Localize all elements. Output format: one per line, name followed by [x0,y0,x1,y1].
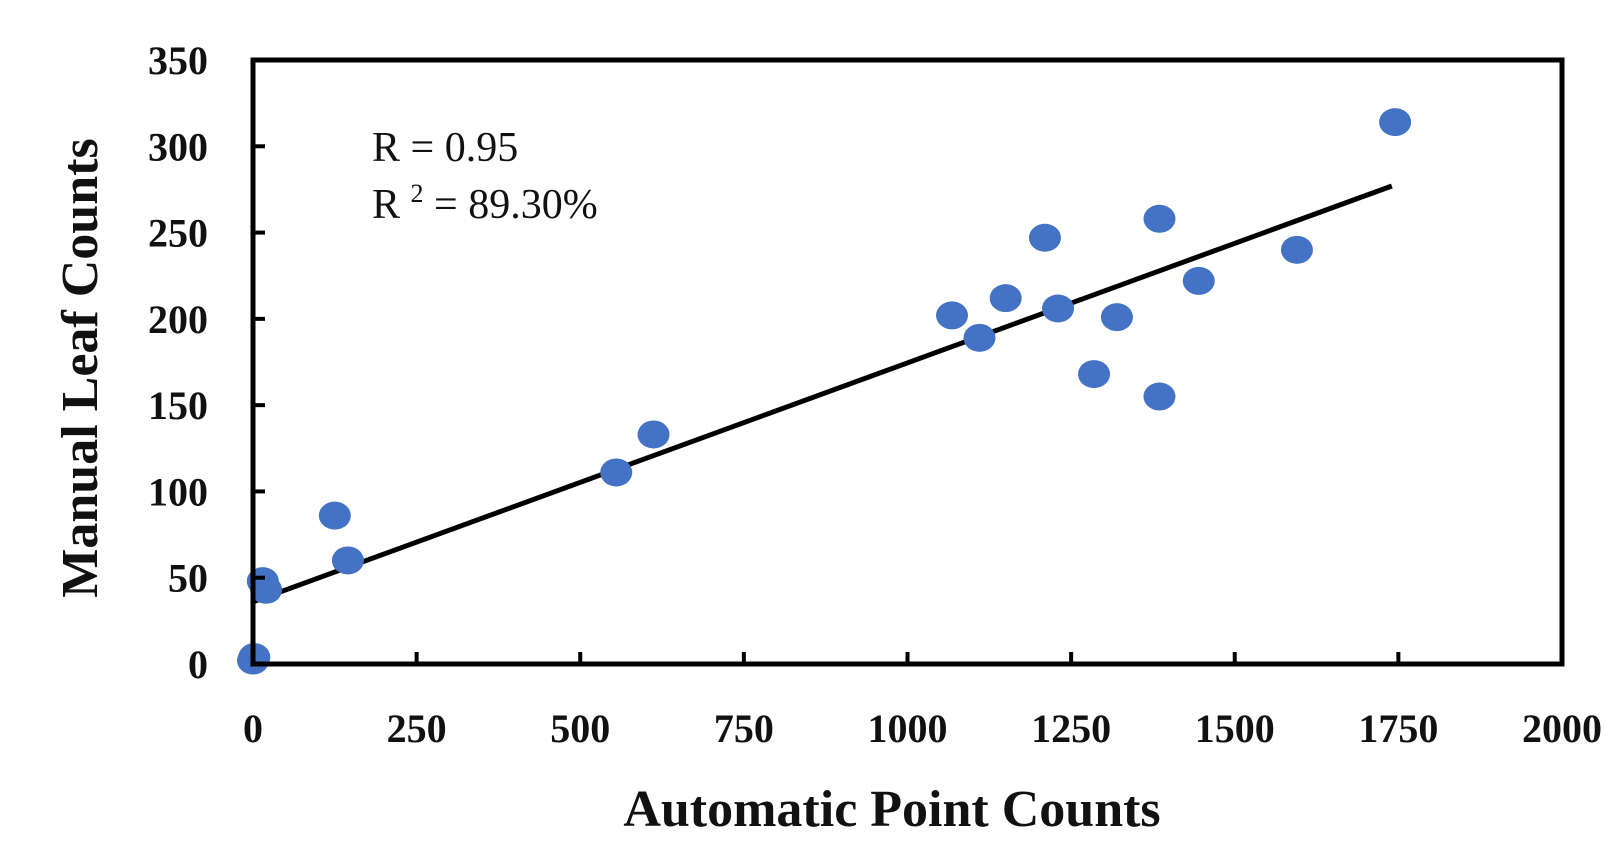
data-point [637,420,670,449]
r2-annotation: R 2 = 89.30% [372,166,598,228]
x-axis-title: Automatic Point Counts [623,781,1160,838]
data-point [1028,223,1061,252]
data-point [1078,360,1111,389]
regression-line [252,183,1393,605]
data-point [318,501,351,530]
y-tick-label: 100 [148,469,208,514]
x-tick-label: 1250 [1031,706,1111,751]
x-tick-label: 2000 [1522,706,1602,751]
data-point [250,575,283,604]
x-tick-label: 0 [243,706,263,751]
y-axis-title: Manual Leaf Counts [52,138,109,597]
x-tick-label: 1000 [868,706,948,751]
y-tick-label: 0 [188,642,208,687]
x-tick-label: 1500 [1195,706,1275,751]
data-point [600,458,633,487]
data-points-layer [237,108,1412,675]
data-point [1182,266,1215,295]
x-tick-label: 500 [550,706,610,751]
data-point [1100,303,1133,332]
y-tick-label: 350 [148,38,208,83]
data-point [1042,294,1075,323]
y-tick-label: 250 [148,211,208,256]
x-tick-label: 750 [714,706,774,751]
y-tick-label: 150 [148,383,208,428]
data-point [963,323,996,352]
r-annotation: R = 0.95 [372,125,518,171]
y-tick-label: 200 [148,297,208,342]
data-point [1379,108,1412,137]
r2-prefix: R [372,182,400,228]
data-point [1143,382,1176,411]
data-point [1143,204,1176,233]
x-axis-ticks: 0 250 500 750 1000 1250 1500 1750 2000 [243,652,1602,751]
x-tick-label: 250 [387,706,447,751]
r2-value: = 89.30% [434,182,598,228]
data-point [936,301,969,330]
trendline-layer [252,183,1393,605]
data-point [1280,235,1313,264]
y-tick-label: 300 [148,124,208,169]
data-point [989,284,1022,313]
data-point [331,546,364,575]
y-axis-ticks: 0 50 100 150 200 250 300 350 [148,38,265,687]
r2-superscript: 2 [411,179,424,208]
x-tick-label: 1750 [1358,706,1438,751]
y-tick-label: 50 [168,556,208,601]
